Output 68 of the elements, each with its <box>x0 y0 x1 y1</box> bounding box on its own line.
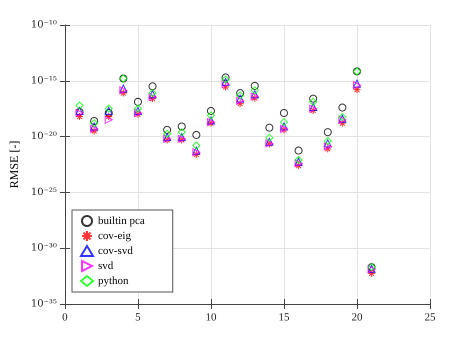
point <box>368 269 376 278</box>
point <box>324 144 332 153</box>
point <box>163 126 172 134</box>
point <box>222 78 230 86</box>
point <box>309 98 318 106</box>
y-tick-label: 10⁻¹⁰ <box>30 20 57 30</box>
point <box>250 90 259 98</box>
x-tick-label: 0 <box>62 312 68 324</box>
point <box>90 122 98 131</box>
point <box>265 134 274 142</box>
point <box>250 82 259 90</box>
x-tick-label: 15 <box>278 312 290 324</box>
point <box>178 128 186 136</box>
point <box>90 117 98 125</box>
point <box>76 101 84 110</box>
x-tick-label: 20 <box>351 312 363 324</box>
point <box>134 106 142 115</box>
point <box>280 118 288 126</box>
point <box>90 119 98 128</box>
point <box>222 82 230 91</box>
point <box>324 142 332 150</box>
point <box>104 116 113 124</box>
y-tick-label: 10⁻³⁰ <box>30 242 57 254</box>
y-axis-title: RMSE [-] <box>7 140 21 188</box>
x-tick-label: 25 <box>424 312 436 324</box>
y-tick-label: 10⁻³⁵ <box>30 298 57 310</box>
legend-label: svd <box>98 260 114 272</box>
point <box>236 94 244 103</box>
point <box>280 122 288 131</box>
point <box>206 111 215 120</box>
point <box>250 86 259 94</box>
point <box>192 150 200 158</box>
point <box>236 96 244 105</box>
y-tick-label: 10⁻²⁵ <box>30 186 57 198</box>
point <box>163 130 172 138</box>
point <box>222 73 230 82</box>
y-tick-label: 10⁻¹⁵ <box>30 75 57 86</box>
point <box>206 106 215 115</box>
point <box>104 112 113 121</box>
point <box>222 80 230 88</box>
point <box>192 141 200 150</box>
point <box>352 86 361 94</box>
point <box>236 89 244 98</box>
legend-label: python <box>98 275 130 287</box>
point <box>324 139 332 148</box>
point <box>294 162 303 170</box>
legend-label: builtin pca <box>98 215 145 227</box>
legend-label: cov-svd <box>98 245 134 257</box>
y-tick-label: 10⁻²⁰ <box>30 131 57 142</box>
point <box>104 109 113 118</box>
point <box>294 146 303 155</box>
point <box>76 112 84 121</box>
point <box>309 94 318 103</box>
x-tick-label: 5 <box>135 312 142 324</box>
point <box>148 82 157 90</box>
point <box>280 109 288 118</box>
point <box>104 106 113 115</box>
point <box>265 124 274 132</box>
point <box>178 122 186 131</box>
point <box>119 89 128 98</box>
point <box>338 119 346 128</box>
point <box>338 104 346 112</box>
point <box>134 98 142 106</box>
x-tick-label: 10 <box>205 312 217 324</box>
point <box>324 128 332 136</box>
point <box>236 100 244 108</box>
legend-label: cov-eig <box>98 230 132 242</box>
point <box>192 130 200 139</box>
